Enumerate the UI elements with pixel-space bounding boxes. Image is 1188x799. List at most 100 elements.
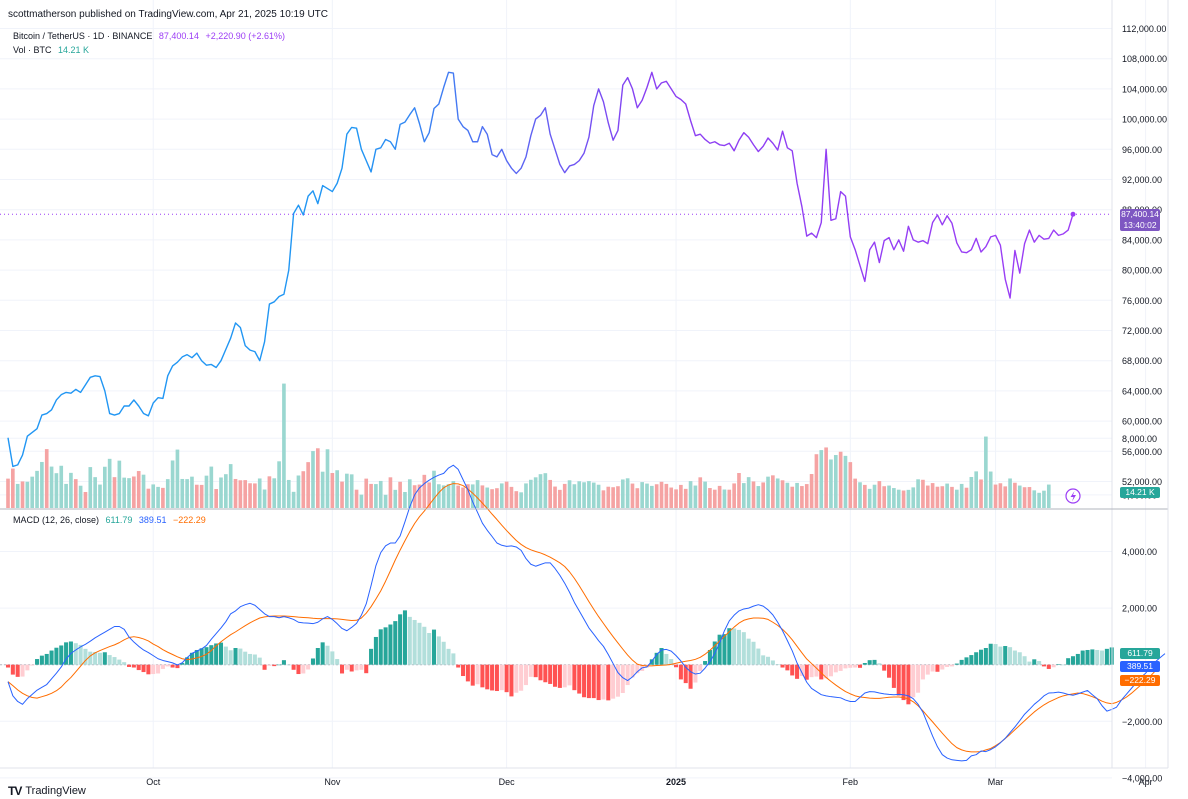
macd-histogram-bar [509, 664, 514, 697]
volume-bar [93, 477, 97, 508]
macd-histogram-bar [373, 636, 378, 665]
macd-histogram-bar [945, 664, 950, 667]
volume-bar [446, 484, 451, 508]
volume-bar [291, 491, 296, 508]
volume-bar [1003, 486, 1008, 508]
volume-bar [901, 490, 906, 508]
volume-bar [911, 487, 916, 508]
time-tick-label: Apr [1139, 777, 1153, 787]
price-tick-label: 92,000.00 [1122, 175, 1162, 185]
volume-bar [470, 484, 475, 508]
macd-histogram-bar [1061, 664, 1066, 666]
volume-bar [587, 481, 591, 508]
volume-bar [112, 477, 117, 508]
volume-bar [40, 461, 44, 508]
macd-histogram-bar [940, 664, 945, 670]
volume-bar [887, 485, 891, 508]
price-legend: Bitcoin / TetherUS · 1D · BINANCE 87,400… [13, 31, 289, 41]
macd-histogram-bar [577, 664, 582, 694]
volume-bar [117, 460, 122, 508]
macd-histogram-bar [470, 664, 475, 686]
macd-histogram-bar [649, 659, 654, 665]
macd-histogram-bar [1104, 648, 1109, 665]
macd-histogram-bar [901, 664, 906, 701]
macd-histogram-bar [490, 664, 495, 691]
macd-label[interactable]: MACD (12, 26, close) [13, 515, 100, 525]
symbol-label[interactable]: Bitcoin / TetherUS · 1D · BINANCE [13, 31, 153, 41]
macd-histogram-bar [136, 664, 141, 671]
volume-bar [988, 471, 993, 508]
volume-bar [78, 485, 83, 508]
volume-bar [6, 478, 10, 508]
volume-bar [122, 477, 127, 508]
macd-signal-value: −222.29 [172, 515, 206, 525]
macd-histogram-bar [93, 651, 98, 665]
macd-histogram-bar [393, 621, 398, 665]
macd-histogram-bar [281, 660, 286, 665]
macd-histogram-bar [766, 656, 771, 665]
volume-bar [1037, 492, 1041, 508]
macd-histogram-bar [88, 651, 93, 665]
volume-bar [746, 477, 751, 508]
volume-bar [509, 486, 514, 508]
last-price-tag-value: 87,400.14 [1121, 209, 1159, 219]
macd-histogram-bar [548, 664, 553, 684]
volume-bar [253, 483, 257, 508]
volume-bar [417, 484, 422, 508]
volume-bar [882, 486, 887, 508]
macd-histogram-bar [799, 664, 804, 677]
macd-histogram-bar [838, 664, 843, 671]
macd-histogram-bar [73, 643, 78, 665]
volume-label[interactable]: Vol · BTC [13, 45, 52, 55]
volume-bar [272, 478, 277, 508]
tradingview-logo[interactable]: TV TradingView [8, 784, 86, 798]
macd-histogram-bar [1051, 664, 1056, 668]
volume-bar [674, 489, 678, 508]
macd-histogram-bar [15, 664, 20, 677]
published-caption: scottmatherson published on TradingView.… [8, 9, 329, 20]
macd-histogram-bar [553, 664, 558, 687]
volume-bar [819, 450, 824, 508]
volume-bar [35, 470, 39, 508]
macd-histogram-bar [528, 664, 533, 677]
axis-labels: 112,000.00 108,000.00 104,000.00 100,000.00… [146, 24, 1167, 787]
macd-tick-label: 8,000.00 [1122, 434, 1157, 444]
macd-histogram-bar [867, 660, 872, 665]
macd-histogram-bar [591, 664, 596, 699]
macd-histogram-bar [853, 664, 858, 668]
macd-histogram-bar [465, 664, 470, 682]
volume-bar [654, 484, 659, 508]
macd-histogram-bar [688, 664, 693, 689]
price-tick-label: 104,000.00 [1122, 84, 1167, 94]
macd-histogram-bar [417, 622, 422, 665]
volume-bar [553, 486, 557, 508]
macd-histogram-bar [954, 663, 959, 665]
macd-histogram-bar [315, 648, 320, 665]
macd-histogram-bar [204, 647, 209, 665]
signal-line [7, 483, 1156, 753]
volume-bar [538, 474, 543, 508]
volume-bar [906, 489, 911, 508]
volume-bar [833, 455, 838, 508]
macd-histogram-bar [572, 664, 577, 691]
volume-bar [320, 471, 325, 508]
macd-histogram-bar [630, 664, 635, 678]
macd-tick-label: −2,000.00 [1122, 717, 1162, 727]
volume-bar [267, 476, 272, 508]
macd-histogram-bar [44, 653, 49, 665]
volume-bar [20, 481, 25, 508]
macd-histogram-bar [141, 664, 146, 673]
macd-histogram-bar [993, 644, 998, 665]
volume-bar [727, 489, 732, 508]
macd-histogram-bar [170, 664, 175, 668]
volume-bar [495, 488, 499, 508]
volume-bar [412, 485, 417, 508]
volume-bar [785, 482, 790, 508]
volume-bar [54, 473, 59, 508]
volume-bar [640, 482, 644, 508]
macd-histogram-bar [795, 664, 800, 679]
macd-histogram-bar [1056, 664, 1061, 665]
macd-histogram-bar [756, 648, 761, 665]
macd-signal-tag: −222.29 [1120, 675, 1160, 686]
